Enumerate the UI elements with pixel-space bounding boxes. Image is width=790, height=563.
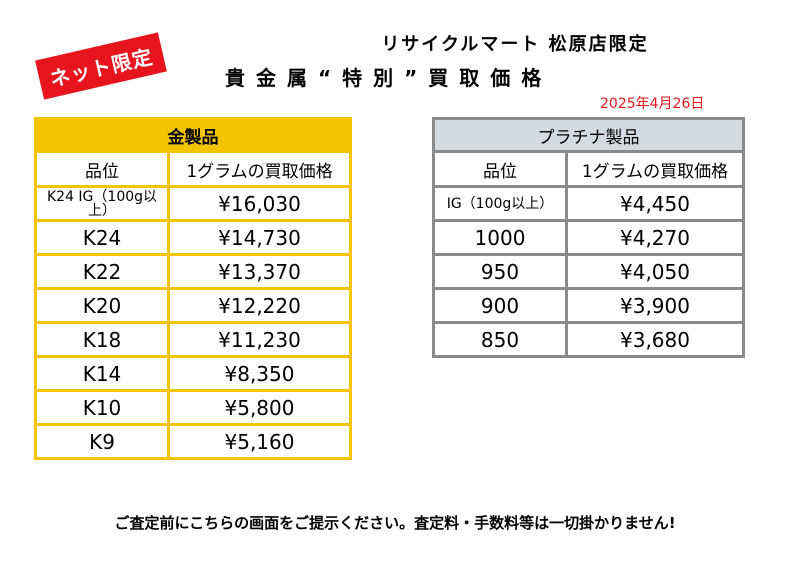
gold-grade: K18 [34,321,170,358]
gold-price: ¥12,220 [167,287,352,324]
platinum-price: ¥4,050 [565,253,745,290]
gold-grade: K22 [34,253,170,290]
platinum-grade: 850 [432,321,568,358]
gold-column-header-row: 品位 1グラムの買取価格 [34,150,352,188]
table-row: IG（100g以上） ¥4,450 [432,185,745,222]
table-row: 950 ¥4,050 [432,253,745,290]
table-row: 1000 ¥4,270 [432,219,745,256]
table-row: 850 ¥3,680 [432,321,745,358]
page-title: 貴金属“特別”買取価格 [225,66,553,90]
platinum-col-price: 1グラムの買取価格 [565,150,745,188]
table-row: K14 ¥8,350 [34,355,352,392]
table-row: 900 ¥3,900 [432,287,745,324]
platinum-grade: IG（100g以上） [432,185,568,222]
platinum-price: ¥3,900 [565,287,745,324]
store-name: リサイクルマート 松原店限定 [381,34,649,55]
gold-price: ¥5,800 [167,389,352,426]
gold-grade: K10 [34,389,170,426]
gold-table-heading-row: 金製品 [34,117,352,153]
platinum-table-heading-row: プラチナ製品 [432,117,745,153]
gold-grade: K24 [34,219,170,256]
price-date: 2025年4月26日 [600,96,705,112]
platinum-col-grade: 品位 [432,150,568,188]
gold-grade: K20 [34,287,170,324]
table-row: K24 IG（100g以上） ¥16,030 [34,185,352,222]
gold-table-heading: 金製品 [34,117,352,153]
platinum-grade: 950 [432,253,568,290]
gold-price: ¥11,230 [167,321,352,358]
platinum-price-table: プラチナ製品 品位 1グラムの買取価格 IG（100g以上） ¥4,450 10… [432,117,745,358]
platinum-grade: 1000 [432,219,568,256]
gold-price: ¥5,160 [167,423,352,460]
platinum-table-heading: プラチナ製品 [432,117,745,153]
table-row: K22 ¥13,370 [34,253,352,290]
table-row: K10 ¥5,800 [34,389,352,426]
gold-price: ¥8,350 [167,355,352,392]
table-row: K20 ¥12,220 [34,287,352,324]
gold-price: ¥14,730 [167,219,352,256]
gold-price: ¥13,370 [167,253,352,290]
platinum-grade: 900 [432,287,568,324]
gold-grade: K24 IG（100g以上） [34,185,170,222]
gold-col-grade: 品位 [34,150,170,188]
platinum-price: ¥3,680 [565,321,745,358]
table-row: K18 ¥11,230 [34,321,352,358]
platinum-column-header-row: 品位 1グラムの買取価格 [432,150,745,188]
gold-price: ¥16,030 [167,185,352,222]
gold-grade: K9 [34,423,170,460]
table-row: K9 ¥5,160 [34,423,352,460]
platinum-price: ¥4,450 [565,185,745,222]
platinum-price: ¥4,270 [565,219,745,256]
gold-col-price: 1グラムの買取価格 [167,150,352,188]
footer-note: ご査定前にこちらの画面をご提示ください。査定料・手数料等は一切掛かりません! [114,514,676,532]
table-row: K24 ¥14,730 [34,219,352,256]
gold-grade: K14 [34,355,170,392]
gold-price-table: 金製品 品位 1グラムの買取価格 K24 IG（100g以上） ¥16,030 … [34,117,352,460]
